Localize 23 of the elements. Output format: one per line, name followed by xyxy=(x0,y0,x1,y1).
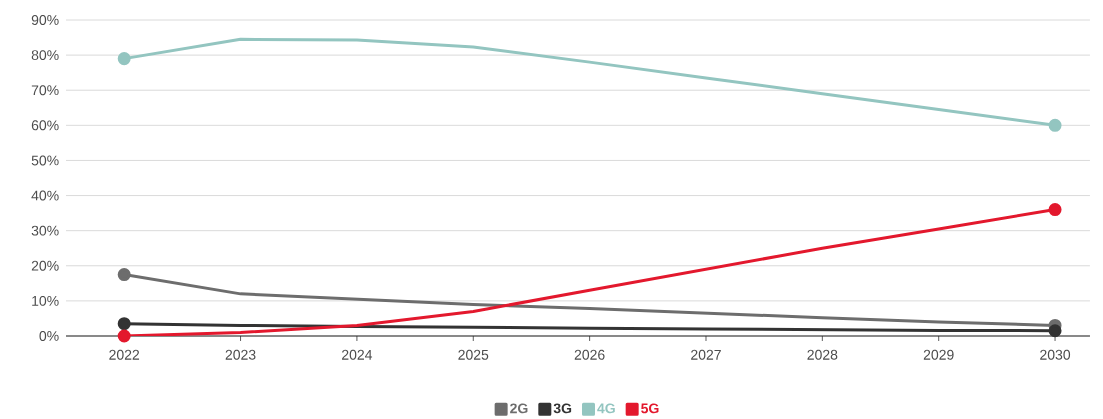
x-tick-label: 2029 xyxy=(923,349,954,360)
y-tick-label: 30% xyxy=(31,225,59,236)
y-tick-label: 0% xyxy=(39,330,59,341)
legend-label: 2G xyxy=(510,403,528,414)
x-tick-label: 2028 xyxy=(807,349,838,360)
legend-label: 4G xyxy=(597,403,615,414)
y-tick-label: 40% xyxy=(31,190,59,201)
x-tick-label: 2022 xyxy=(109,349,140,360)
y-tick-label: 60% xyxy=(31,120,59,131)
legend-label: 5G xyxy=(641,403,659,414)
x-tick-label: 2025 xyxy=(458,349,489,360)
x-tick-label: 2027 xyxy=(691,349,721,360)
x-tick-label: 2023 xyxy=(225,349,256,360)
y-tick-label: 70% xyxy=(31,85,59,96)
y-tick-label: 80% xyxy=(31,50,59,60)
y-tick-label: 90% xyxy=(31,14,59,25)
x-tick-label: 2024 xyxy=(342,349,373,360)
x-tick-label: 2030 xyxy=(1040,349,1071,360)
y-tick-label: 50% xyxy=(31,155,59,166)
y-tick-label: 10% xyxy=(32,295,59,306)
x-tick-label: 2026 xyxy=(574,349,605,360)
legend-label: 3G xyxy=(553,403,572,414)
y-tick-label: 20% xyxy=(31,260,59,271)
